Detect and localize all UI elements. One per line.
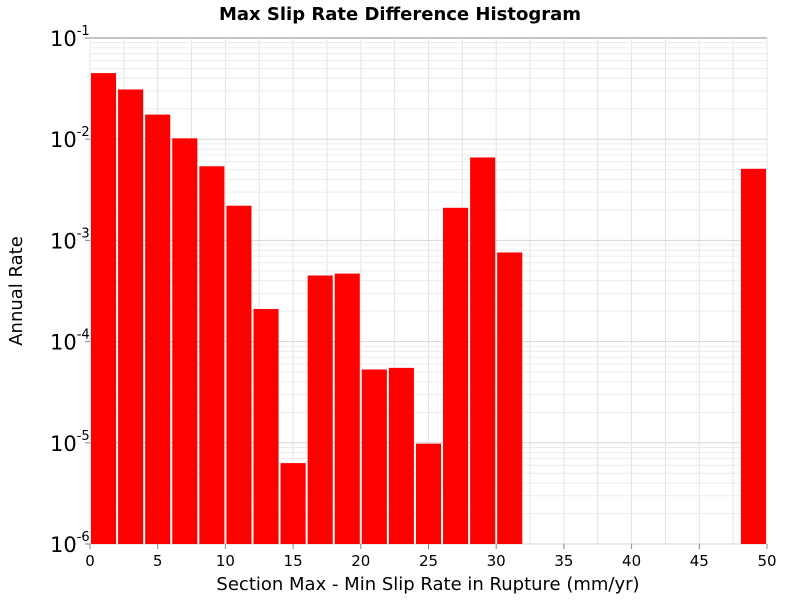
x-tick-label: 40 <box>622 552 641 570</box>
x-tick-label: 30 <box>487 552 506 570</box>
y-tick-label: 10-3 <box>50 226 90 253</box>
histogram-bar <box>388 367 414 544</box>
y-tick-exponent: -1 <box>77 24 90 39</box>
x-tick-label: 45 <box>690 552 709 570</box>
x-tick-label: 10 <box>216 552 235 570</box>
histogram-bar <box>280 463 306 544</box>
x-axis-label: Section Max - Min Slip Rate in Rupture (… <box>216 574 639 595</box>
y-tick-label: 10-4 <box>50 328 90 355</box>
y-tick-exponent: -4 <box>77 328 90 343</box>
grid-lines <box>89 38 768 545</box>
chart-title: Max Slip Rate Difference Histogram <box>219 4 581 25</box>
x-tick-label: 15 <box>284 552 303 570</box>
histogram-bar <box>118 89 144 545</box>
histogram-bar <box>740 168 766 545</box>
bar-series <box>91 73 766 545</box>
histogram-bar <box>199 166 225 545</box>
y-tick-label: 10-5 <box>50 429 90 456</box>
x-tick-label: 5 <box>153 552 163 570</box>
x-tick-label: 0 <box>85 552 95 570</box>
histogram-bar <box>91 73 117 544</box>
y-tick-label: 10-1 <box>50 24 90 51</box>
histogram-bar <box>443 207 469 544</box>
x-axis-ticks: 0 5 10 15 20 25 30 35 40 45 50 <box>85 544 777 570</box>
y-tick-label: 10-2 <box>50 125 90 152</box>
histogram-bar <box>415 443 442 544</box>
y-tick-exponent: -6 <box>77 530 90 545</box>
y-tick-exponent: -3 <box>77 226 90 241</box>
histogram-bar <box>334 273 360 544</box>
histogram-bar <box>172 138 198 545</box>
x-tick-label: 50 <box>757 552 776 570</box>
histogram-bar <box>470 157 496 544</box>
y-axis-label: Annual Rate <box>6 236 27 346</box>
x-tick-label: 20 <box>351 552 370 570</box>
y-tick-exponent: -5 <box>77 429 90 444</box>
y-tick-exponent: -2 <box>77 125 90 140</box>
histogram-bar <box>145 114 171 544</box>
x-tick-label: 25 <box>419 552 438 570</box>
y-tick-label: 10-6 <box>50 530 90 557</box>
histogram-bar <box>307 275 333 544</box>
histogram-bar <box>497 252 523 544</box>
histogram-bar <box>253 308 279 544</box>
histogram-bar <box>361 369 387 544</box>
x-tick-label: 35 <box>554 552 573 570</box>
y-axis-ticks: 10-1 10-2 10-3 10-4 10-5 10-6 <box>50 24 90 557</box>
histogram-bar <box>226 205 252 544</box>
